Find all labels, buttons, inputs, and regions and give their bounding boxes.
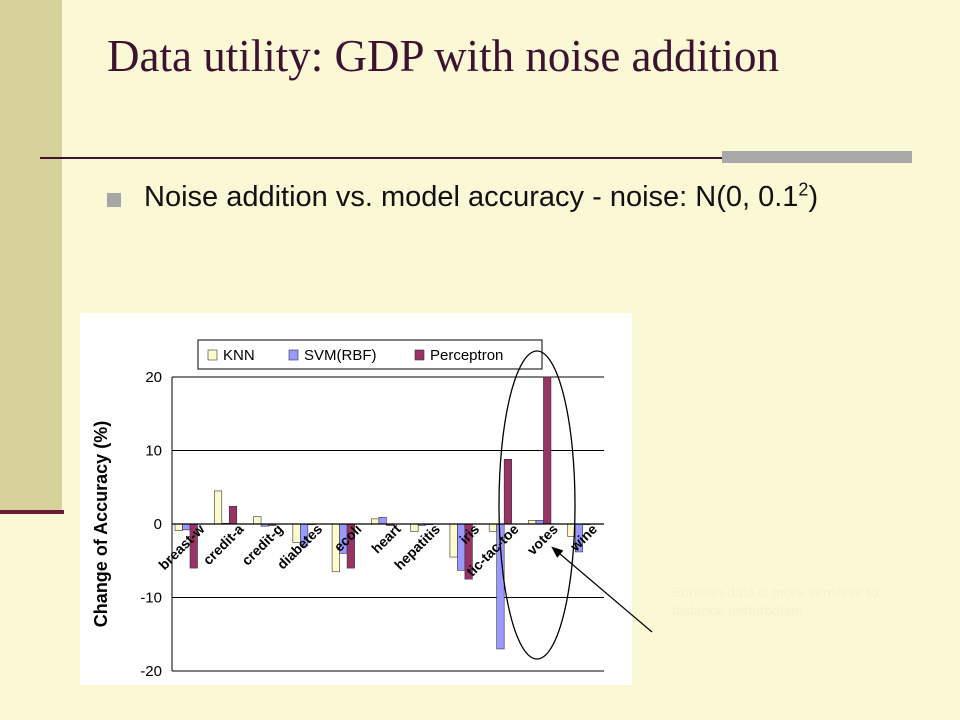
- y-axis-title: Change of Accuracy (%): [91, 421, 111, 627]
- annotation-text: Boolean data is more sensitive to distan…: [672, 584, 879, 618]
- chart-panel: -20 -10 0 10 20 Change of Accuracy (%) breast…: [80, 313, 632, 685]
- legend-label: SVM(RBF): [304, 347, 377, 364]
- y-tick-label: 0: [154, 516, 162, 533]
- grid-layer: [172, 376, 604, 672]
- category-label: credit-a: [200, 521, 247, 568]
- slide-sidebar-band: [0, 0, 62, 510]
- bar-perceptron: [503, 459, 512, 525]
- bullet-marker: [107, 193, 121, 207]
- bar-perceptron: [543, 376, 552, 525]
- sidebar-divider: [0, 510, 64, 514]
- y-tick-label: 20: [145, 369, 162, 386]
- legend-label: KNN: [223, 347, 255, 364]
- bar-layer: [174, 376, 591, 650]
- chart-legend: KNN SVM(RBF) Perceptron: [197, 339, 543, 370]
- title-underline-accent: [722, 151, 912, 163]
- y-tick-label: 10: [145, 443, 162, 460]
- bar-knn: [253, 516, 262, 525]
- y-tick-label: -20: [140, 663, 162, 680]
- bar-knn: [488, 523, 497, 532]
- bar-knn: [174, 523, 183, 531]
- bar-knn: [449, 523, 458, 558]
- bullet-suffix: ): [808, 181, 819, 213]
- axis-layer: -20 -10 0 10 20 Change of Accuracy (%): [91, 369, 604, 680]
- highlight-ellipse: [498, 350, 576, 660]
- bar-knn: [213, 490, 223, 525]
- category-label: votes: [524, 521, 561, 558]
- y-tick-label: -10: [140, 590, 162, 607]
- bullet-superscript: 2: [798, 179, 809, 200]
- legend-swatch: [288, 349, 299, 361]
- slide-title: Data utility: GDP with noise addition: [107, 31, 780, 81]
- bullet-main-text: Noise addition vs. model accuracy - nois…: [144, 181, 799, 213]
- category-label: heart: [368, 521, 404, 557]
- title-underline: [40, 157, 912, 159]
- bullet-text: Noise addition vs. model accuracy - nois…: [144, 180, 884, 214]
- legend-swatch: [207, 349, 218, 361]
- legend-label: Perceptron: [430, 347, 503, 364]
- legend-box: [197, 339, 543, 370]
- accuracy-change-chart: -20 -10 0 10 20 Change of Accuracy (%) breast…: [91, 339, 604, 680]
- bar-svm-rbf-: [378, 517, 387, 525]
- legend-swatch: [414, 349, 425, 361]
- bar-knn: [410, 523, 419, 532]
- bar-knn: [371, 518, 380, 525]
